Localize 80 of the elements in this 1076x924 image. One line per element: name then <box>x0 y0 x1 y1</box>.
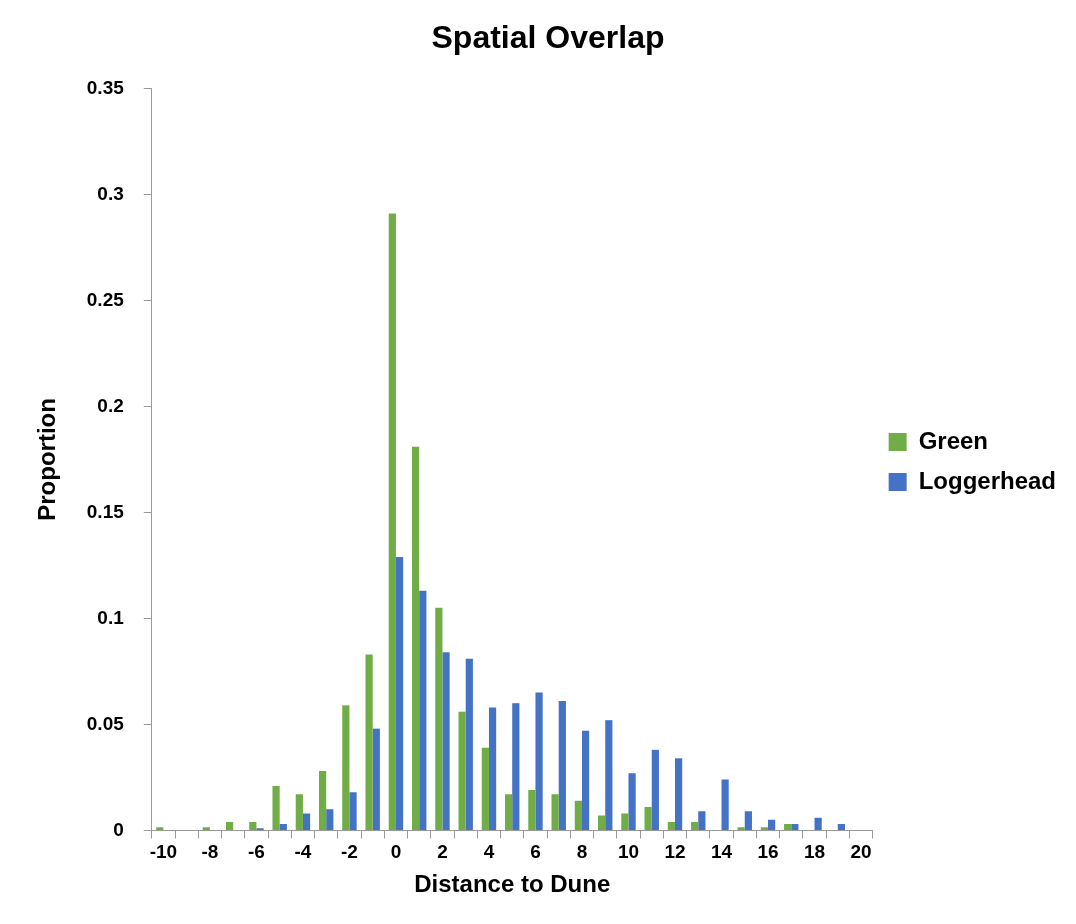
bar <box>202 827 210 830</box>
bar <box>488 707 497 830</box>
bar <box>349 792 357 830</box>
x-tick-label: 0 <box>390 841 402 863</box>
bar <box>302 813 311 830</box>
bar <box>372 728 380 830</box>
y-tick-label: 0.35 <box>86 76 125 98</box>
bar <box>528 790 536 830</box>
bar <box>535 692 543 830</box>
bar <box>419 590 427 830</box>
x-tick-label: 4 <box>483 841 495 863</box>
x-tick-label: 10 <box>617 841 640 863</box>
bar <box>558 701 566 830</box>
bar <box>295 794 303 830</box>
bar <box>342 705 350 830</box>
bar <box>458 711 466 830</box>
x-tick-label: 2 <box>437 841 448 863</box>
bar <box>605 720 613 830</box>
bar <box>667 821 675 830</box>
bar <box>326 809 334 830</box>
y-tick-label: 0.05 <box>86 712 125 734</box>
x-tick-label: -2 <box>340 841 358 863</box>
bar <box>465 658 473 830</box>
x-axis-title: Distance to Dune <box>414 870 611 898</box>
x-tick-label: -6 <box>247 841 265 863</box>
bar <box>737 827 745 830</box>
bar <box>442 652 450 830</box>
y-tick-label: 0.1 <box>97 606 125 628</box>
chart-title: Spatial Overlap <box>431 19 665 56</box>
bar <box>691 821 699 830</box>
bar <box>395 556 404 830</box>
bar <box>760 827 769 830</box>
bar <box>512 703 520 830</box>
bar <box>156 827 164 830</box>
legend-label: Green <box>918 426 989 454</box>
bar <box>272 785 280 830</box>
bar <box>721 779 729 830</box>
bar <box>279 824 287 830</box>
bar <box>598 815 606 830</box>
bar <box>675 758 683 830</box>
bar <box>791 824 799 830</box>
bar <box>628 773 636 830</box>
legend-label: Loggerhead <box>918 466 1056 494</box>
bar <box>768 819 776 830</box>
y-axis-title: Proportion <box>33 398 61 521</box>
y-tick-label: 0.3 <box>97 182 124 204</box>
bar <box>365 654 373 830</box>
bar <box>318 771 327 830</box>
x-tick-label: -4 <box>294 841 312 863</box>
bar <box>551 794 559 830</box>
x-tick-label: 12 <box>664 841 686 863</box>
x-tick-label: -10 <box>149 841 178 863</box>
bar <box>744 811 752 830</box>
x-tick-label: 20 <box>850 841 872 863</box>
x-tick-label: 16 <box>757 841 779 863</box>
bar <box>574 800 582 830</box>
bar <box>435 607 443 830</box>
x-tick-label: 14 <box>710 841 733 863</box>
x-tick-label: 6 <box>530 841 541 863</box>
bar <box>505 794 513 830</box>
bar <box>814 817 822 830</box>
bar <box>784 824 792 830</box>
bar <box>621 813 629 830</box>
y-tick-label: 0.15 <box>86 500 125 522</box>
bar <box>581 730 590 830</box>
bar <box>651 749 659 830</box>
y-tick-label: 0.25 <box>86 288 125 310</box>
bar <box>411 446 420 830</box>
y-tick-label: 0.2 <box>97 394 124 416</box>
x-tick-label: 18 <box>803 841 826 863</box>
bar <box>698 811 706 830</box>
y-tick-label: 0 <box>113 818 124 840</box>
x-tick-label: 8 <box>576 841 588 863</box>
bar <box>249 821 257 830</box>
bar <box>481 747 489 830</box>
bar <box>225 821 234 830</box>
bar <box>837 824 845 830</box>
bar <box>644 807 652 830</box>
x-tick-label: -8 <box>201 841 219 863</box>
bar <box>388 213 396 830</box>
